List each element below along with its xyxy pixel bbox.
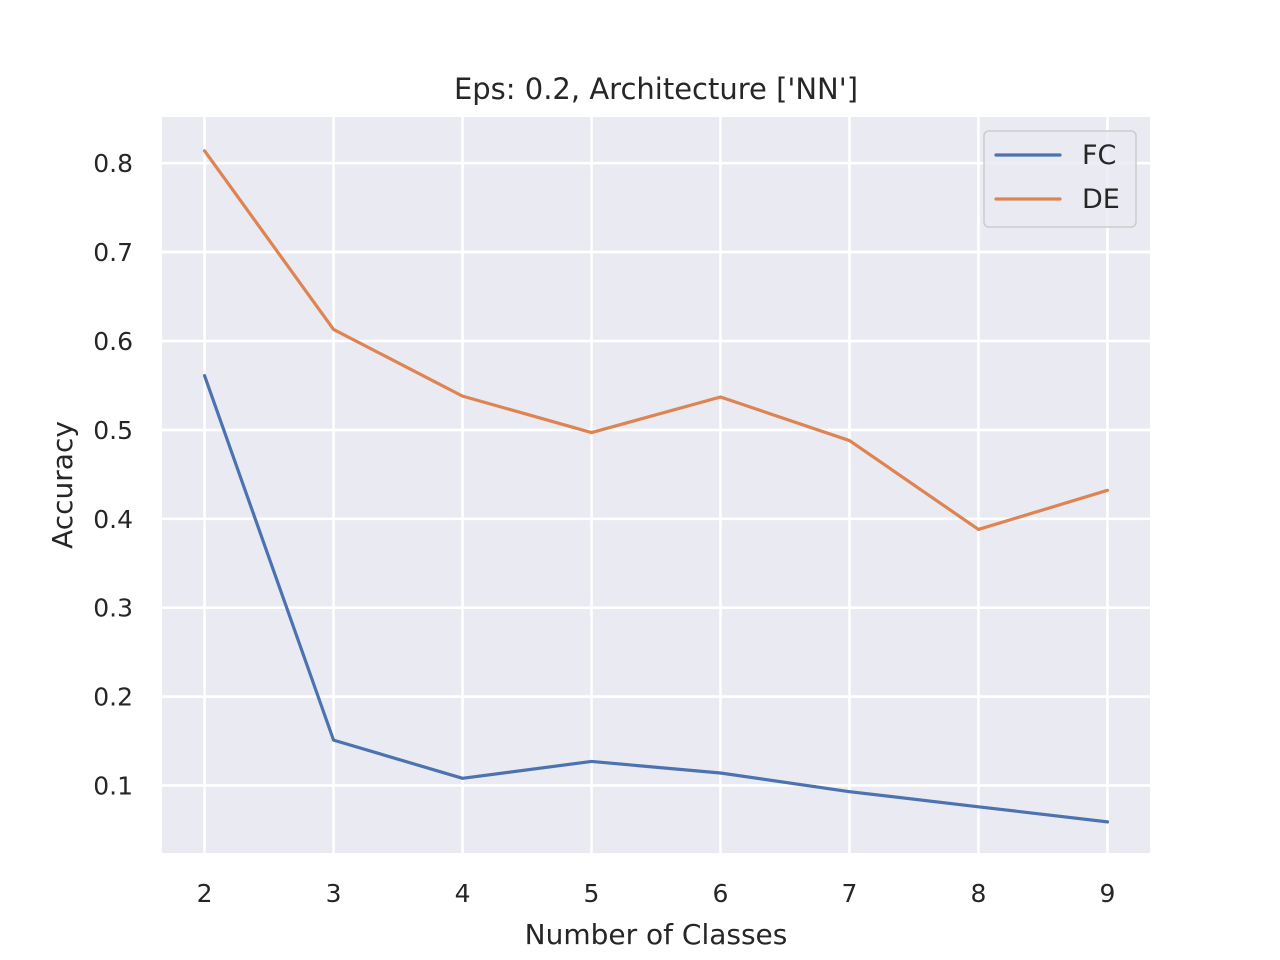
y-tick-label: 0.4 [93, 505, 133, 534]
legend: FC DE [983, 130, 1137, 228]
x-tick-label: 5 [584, 879, 600, 908]
legend-label-fc: FC [1082, 140, 1116, 171]
x-tick-label: 2 [197, 879, 213, 908]
x-tick-label: 6 [713, 879, 729, 908]
tick-labels: 2 3 4 5 6 7 8 9 0.1 0.2 0.3 0.4 0.5 0.6 0.7 0.8 [93, 149, 1115, 908]
x-tick-label: 3 [326, 879, 342, 908]
legend-label-de: DE [1082, 184, 1120, 215]
x-tick-label: 4 [455, 879, 471, 908]
y-tick-label: 0.2 [93, 683, 133, 712]
y-tick-label: 0.3 [93, 594, 133, 623]
y-axis-label: Accuracy [46, 421, 79, 549]
series-line-fc [202, 374, 1110, 824]
chart-title: Eps: 0.2, Architecture ['NN'] [454, 72, 858, 106]
x-axis-label: Number of Classes [525, 918, 788, 951]
y-tick-label: 0.5 [93, 416, 133, 445]
y-tick-label: 0.1 [93, 771, 133, 800]
series-lines [202, 149, 1110, 824]
x-tick-label: 7 [842, 879, 858, 908]
y-tick-label: 0.7 [93, 238, 133, 267]
y-tick-label: 0.6 [93, 327, 133, 356]
plot-area [162, 117, 1150, 853]
y-tick-label: 0.8 [93, 149, 133, 178]
x-tick-label: 9 [1099, 879, 1115, 908]
grid [162, 117, 1150, 853]
x-tick-label: 8 [971, 879, 987, 908]
series-line-de [202, 149, 1110, 532]
